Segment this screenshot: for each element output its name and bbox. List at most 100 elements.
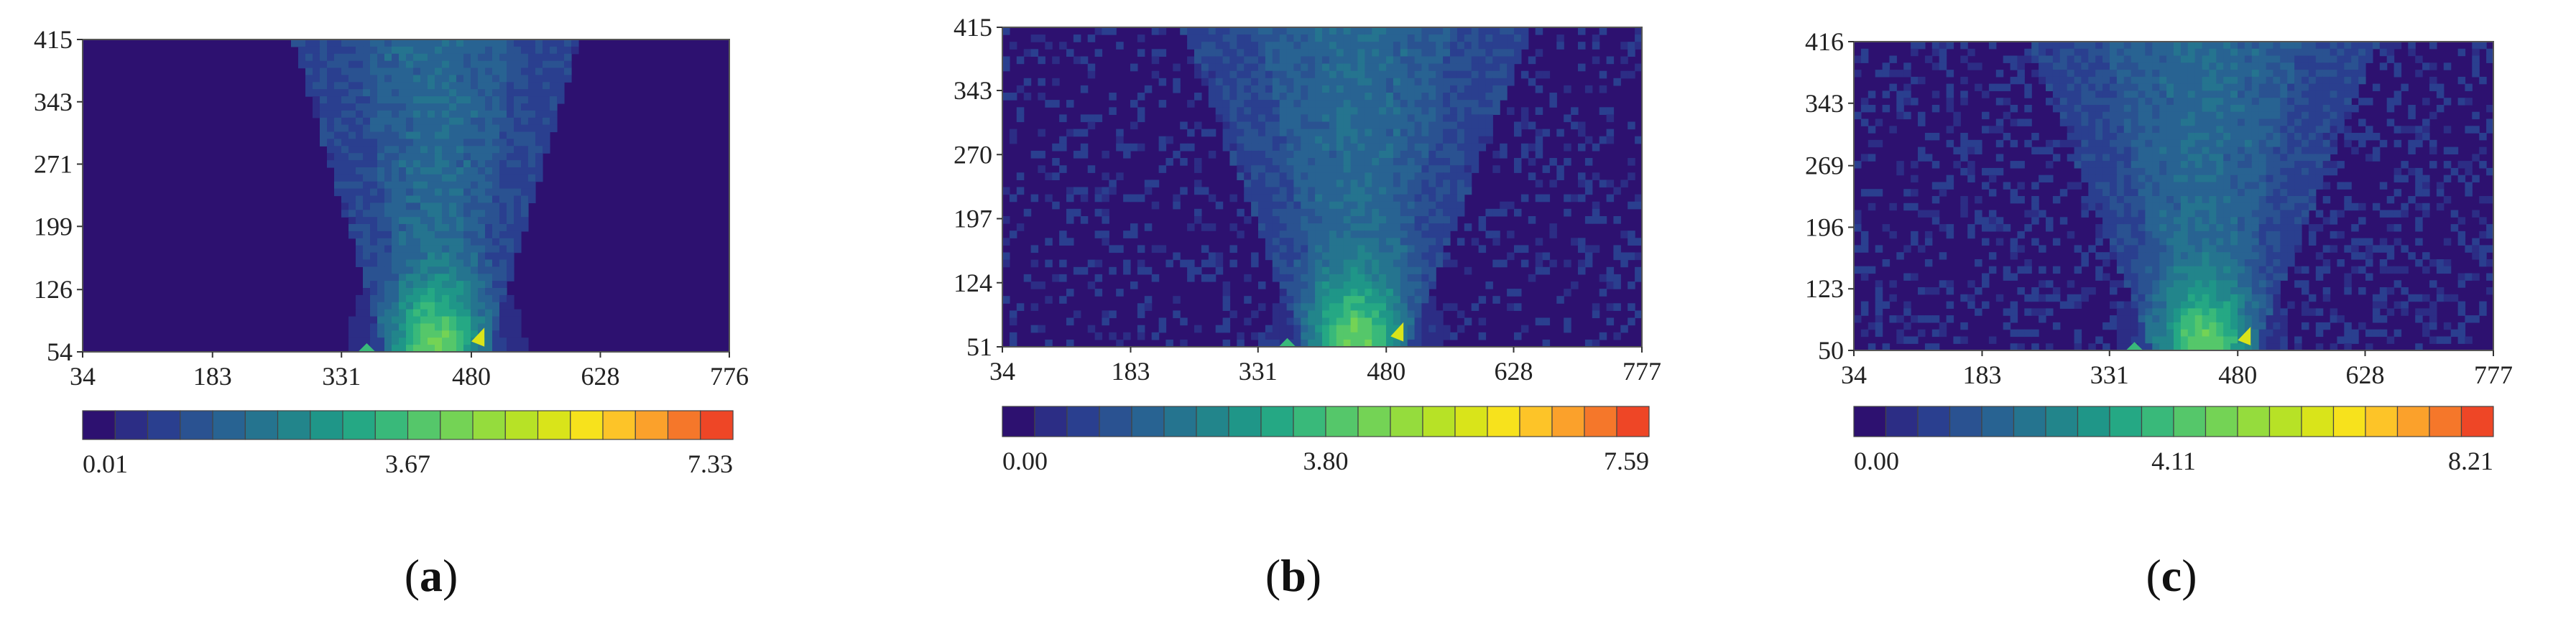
- heatmap-cell: [557, 67, 565, 75]
- heatmap-cell: [485, 167, 493, 175]
- heatmap-cell: [1343, 303, 1352, 311]
- heatmap-cell: [2472, 48, 2480, 57]
- heatmap-cell: [2110, 90, 2118, 98]
- heatmap-cell: [442, 245, 450, 253]
- heatmap-cell: [1066, 238, 1074, 246]
- heatmap-cell: [2330, 146, 2338, 154]
- heatmap-cell: [2273, 118, 2281, 126]
- heatmap-cell: [2379, 42, 2388, 50]
- heatmap-cell: [392, 323, 400, 331]
- heatmap-cell: [1080, 56, 1089, 65]
- heatmap-cell: [370, 302, 378, 310]
- heatmap-cell: [1421, 187, 1429, 195]
- heatmap-cell: [428, 110, 435, 118]
- heatmap-cell: [2152, 217, 2160, 225]
- heatmap-cell: [1293, 150, 1301, 159]
- heatmap-cell: [435, 75, 443, 83]
- heatmap-cell: [1308, 100, 1316, 108]
- heatmap-cell: [485, 274, 493, 281]
- heatmap-cell: [1372, 339, 1380, 348]
- heatmap-cell: [2194, 154, 2203, 162]
- heatmap-cell: [2465, 167, 2473, 176]
- heatmap-cell: [1450, 223, 1458, 231]
- heatmap-cell: [2145, 111, 2153, 120]
- heatmap-cell: [1016, 114, 1025, 123]
- heatmap-cell: [485, 330, 493, 338]
- heatmap-cell: [1939, 182, 1947, 190]
- heatmap-cell: [550, 39, 558, 47]
- heatmap-cell: [442, 345, 450, 353]
- heatmap-cell: [2223, 105, 2231, 113]
- heatmap-cell: [370, 160, 378, 168]
- heatmap-cell: [1372, 100, 1380, 108]
- heatmap-cell: [1229, 27, 1237, 35]
- heatmap-cell: [1436, 317, 1444, 326]
- heatmap-cell: [406, 274, 414, 281]
- heatmap-cell: [1854, 111, 1862, 120]
- heatmap-cell: [1308, 289, 1316, 297]
- heatmap-cell: [2166, 70, 2174, 78]
- heatmap-cell: [1251, 129, 1259, 137]
- heatmap-cell: [485, 89, 493, 97]
- heatmap-cell: [485, 46, 493, 55]
- heatmap-cell: [507, 167, 514, 175]
- heatmap-cell: [2095, 105, 2103, 113]
- heatmap-cell: [463, 195, 471, 203]
- heatmap-cell: [2194, 189, 2203, 197]
- heatmap-cell: [2251, 105, 2260, 113]
- heatmap-cell: [1414, 34, 1423, 42]
- heatmap-cell: [2294, 245, 2302, 253]
- heatmap-cell: [471, 316, 479, 325]
- heatmap-cell: [1244, 143, 1252, 152]
- heatmap-cell: [1414, 245, 1423, 253]
- heatmap-cell: [2152, 154, 2160, 162]
- heatmap-cell: [1293, 325, 1301, 333]
- heatmap-cell: [406, 96, 414, 104]
- heatmap-cell: [2202, 174, 2210, 183]
- heatmap-cell: [1386, 78, 1394, 86]
- heatmap-cell: [2174, 105, 2182, 113]
- heatmap-cell: [2074, 98, 2082, 106]
- heatmap-cell: [1329, 63, 1337, 72]
- y-tick-label: 415: [954, 13, 992, 42]
- heatmap-cell: [1400, 93, 1408, 101]
- heatmap-cell: [463, 217, 471, 225]
- heatmap-cell: [1315, 223, 1323, 231]
- heatmap-cell: [1286, 107, 1295, 115]
- heatmap-cell: [2358, 252, 2366, 260]
- heatmap-cell: [1428, 332, 1436, 340]
- heatmap-cell: [2145, 126, 2153, 134]
- heatmap-cell: [1322, 208, 1330, 217]
- heatmap-cell: [1421, 27, 1429, 35]
- heatmap-cell: [341, 124, 349, 133]
- heatmap-cell: [2415, 174, 2423, 183]
- heatmap-cell: [521, 124, 529, 133]
- heatmap-cell: [1485, 85, 1493, 93]
- heatmap-cell: [1286, 223, 1295, 231]
- heatmap-cell: [1308, 136, 1316, 144]
- caption-open: (: [1265, 550, 1281, 601]
- heatmap-cell: [2287, 111, 2295, 120]
- heatmap-cell: [1407, 317, 1416, 326]
- heatmap-cell: [2088, 245, 2096, 253]
- heatmap-cell: [442, 330, 450, 338]
- heatmap-cell: [1386, 289, 1394, 297]
- heatmap-cell: [2102, 90, 2110, 98]
- heatmap-cell: [514, 96, 522, 104]
- heatmap-cell: [2209, 48, 2217, 57]
- heatmap-cell: [1308, 143, 1316, 152]
- heatmap-cell: [1301, 136, 1308, 144]
- heatmap-cell: [499, 139, 507, 146]
- heatmap-cell: [521, 210, 529, 218]
- heatmap-cell: [485, 160, 493, 168]
- heatmap-cell: [2415, 238, 2423, 246]
- heatmap-cell: [2351, 90, 2359, 98]
- heatmap-cell: [1365, 339, 1372, 348]
- heatmap-cell: [528, 181, 536, 190]
- heatmap-cell: [1244, 317, 1252, 326]
- heatmap-cell: [1450, 121, 1458, 130]
- heatmap-cell: [334, 75, 342, 83]
- heatmap-cell: [1336, 150, 1344, 159]
- heatmap-cell: [1315, 165, 1323, 173]
- heatmap-cell: [2465, 83, 2473, 91]
